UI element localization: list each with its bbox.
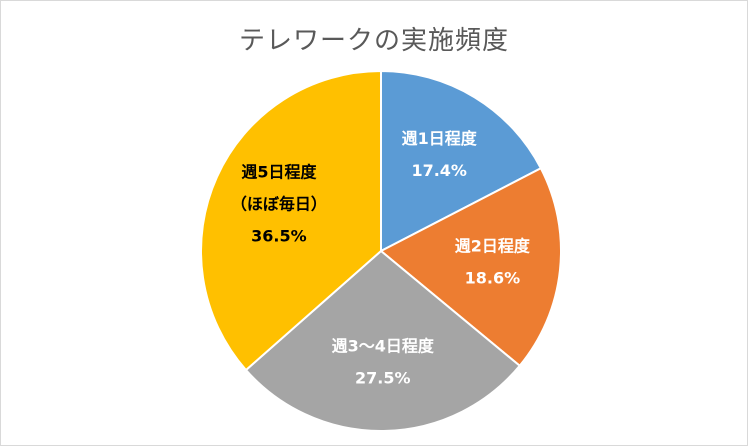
data-label-category-3: 週3～4日程度 [332,336,435,355]
data-label-category-1: 週1日程度 [402,129,478,148]
pie-slice-3 [244,249,522,432]
chart-title: テレワークの実施頻度 [238,26,509,56]
pie-slice-2 [379,166,562,368]
data-label-category-4: （ほぼ毎日） [231,194,327,213]
data-label-value-2: 18.6% [465,268,521,287]
data-label-value-1: 17.4% [411,161,467,180]
data-label-category-2: 週2日程度 [455,236,531,255]
pie-slice-1 [380,69,543,253]
pie-slice-4 [200,69,382,372]
data-label-value-4: 36.5% [251,226,307,245]
data-label-value-3: 27.5% [355,368,411,387]
data-label-category-4: 週5日程度 [241,162,317,181]
